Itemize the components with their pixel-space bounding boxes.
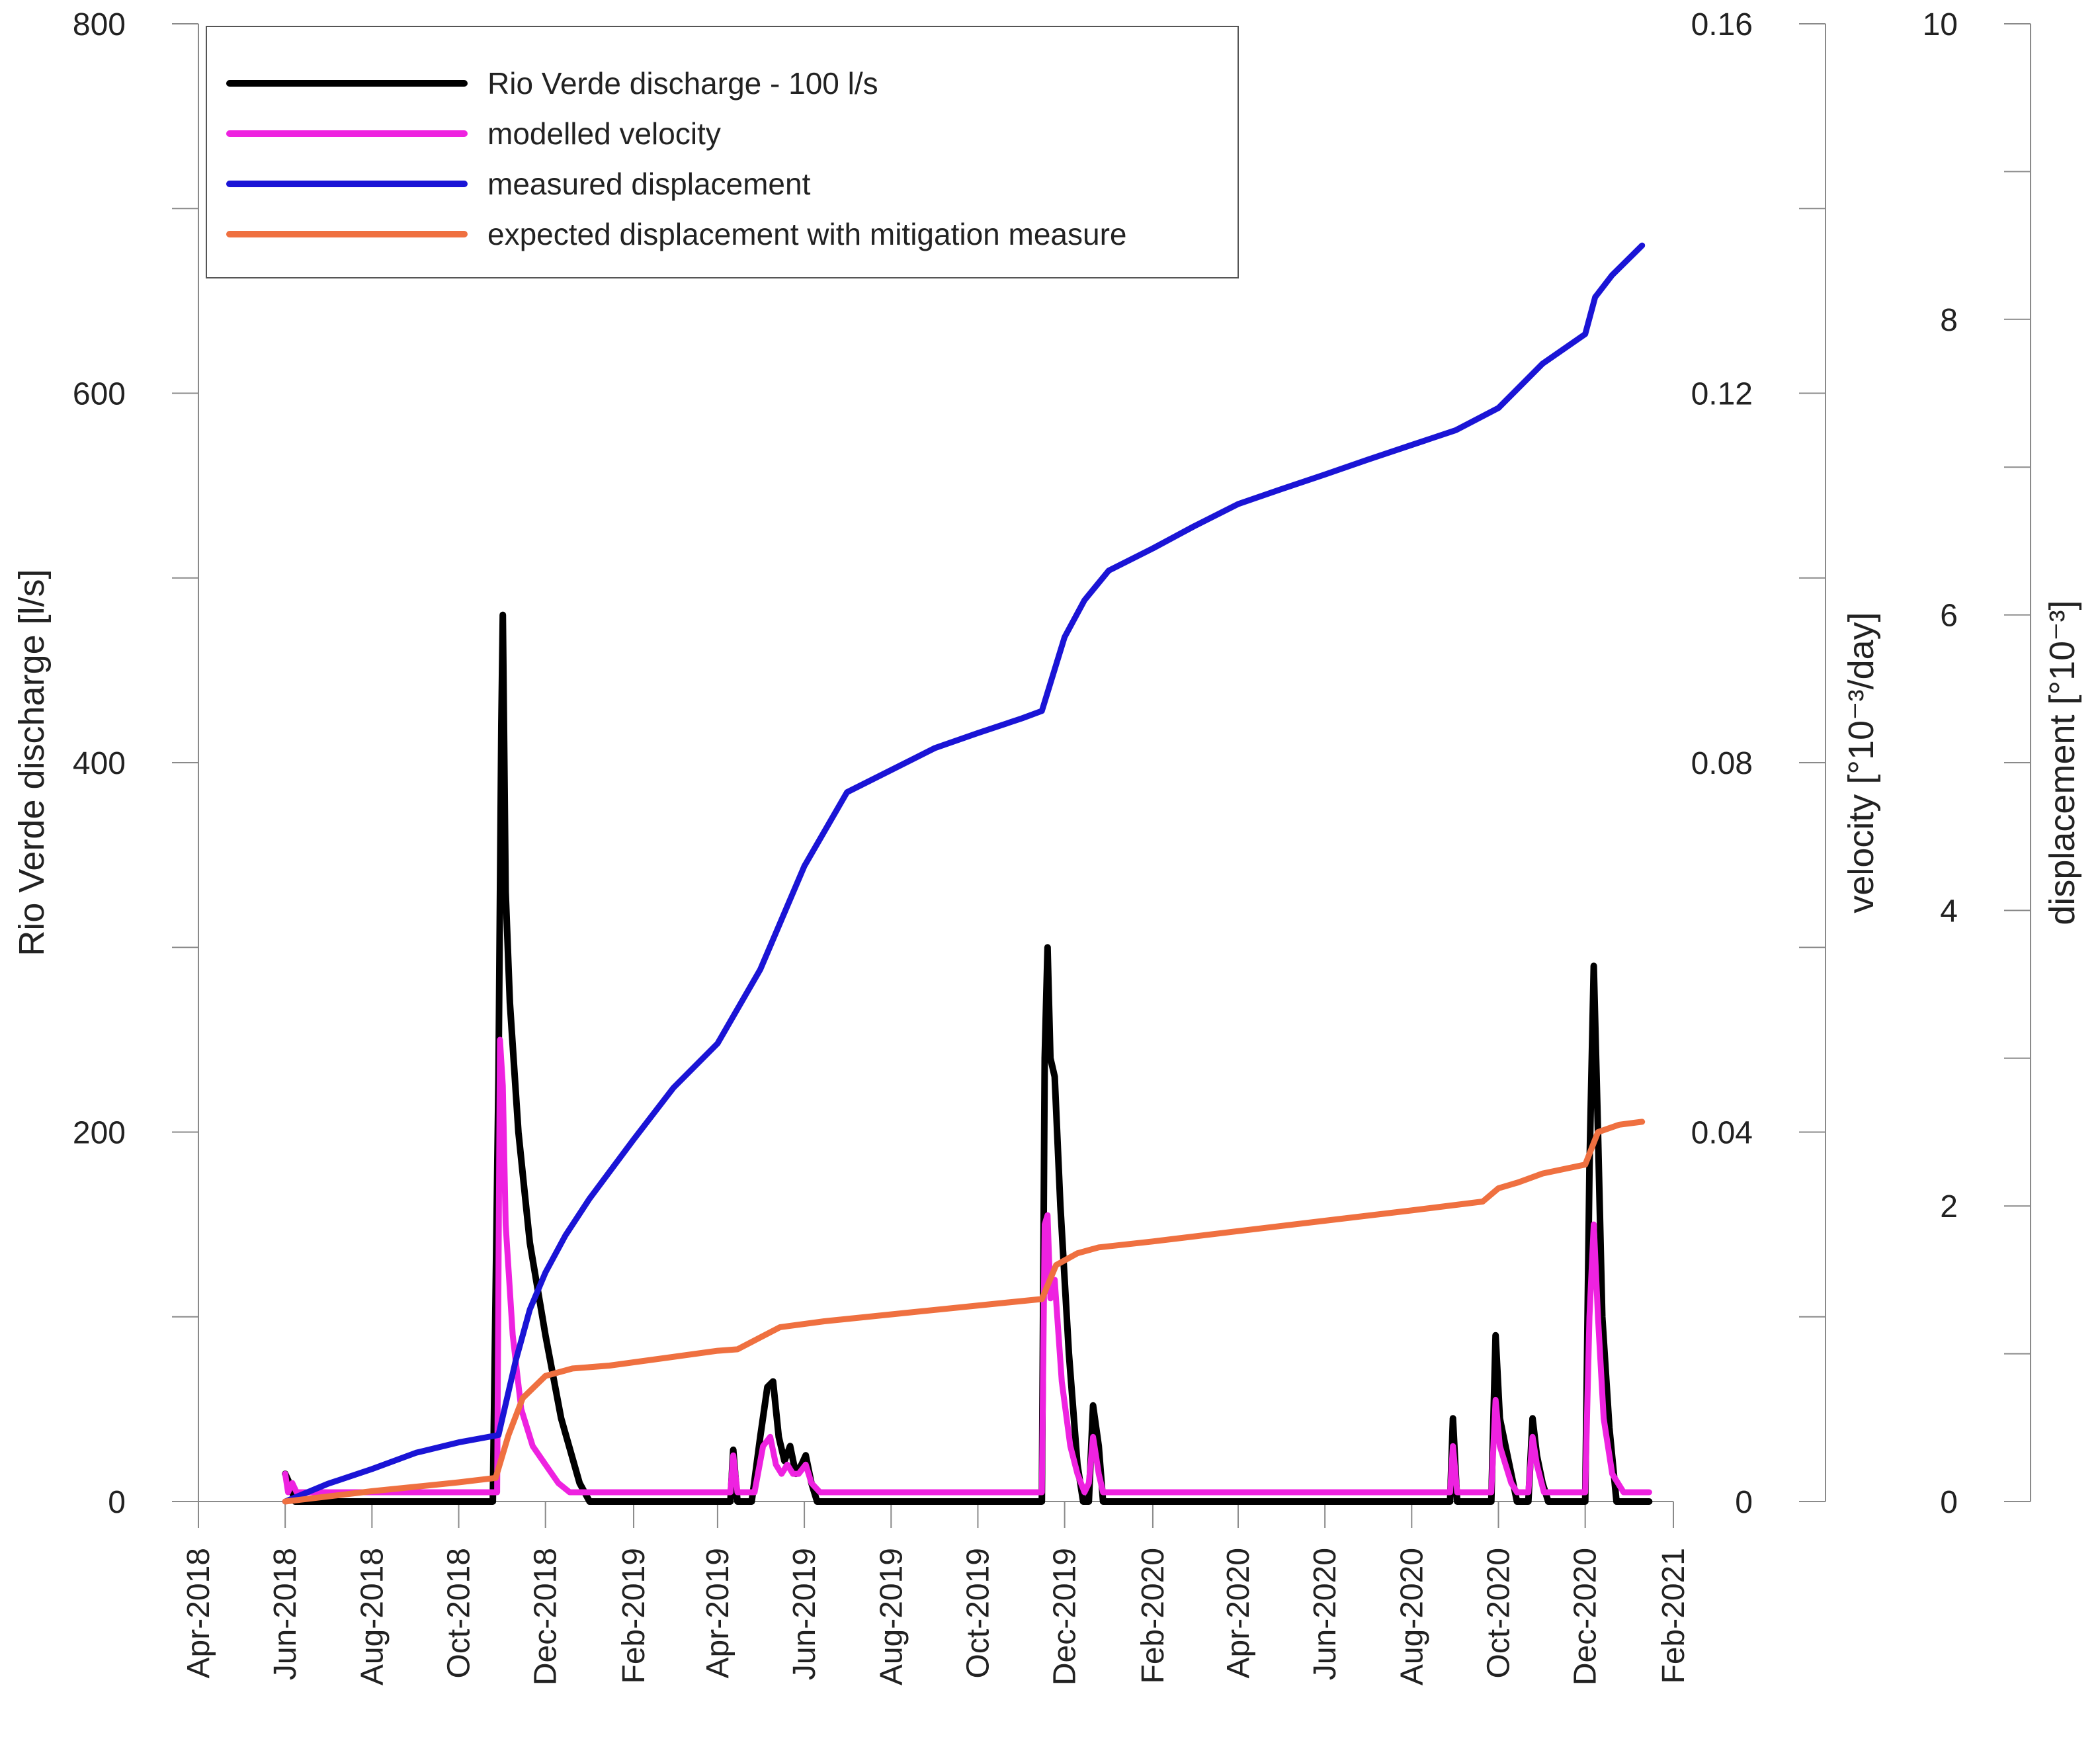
discharge-axis-title: Rio Verde discharge [l/s] [12,569,52,956]
discharge-tick-label: 400 [73,746,126,781]
displacement-tick-label: 4 [1940,894,1958,929]
x-tick-label: Dec-2019 [1048,1548,1083,1685]
x-tick-label: Aug-2018 [355,1548,390,1685]
series-line-1 [282,1037,1652,1496]
x-tick-label: Dec-2020 [1568,1548,1603,1685]
x-tick-label: Jun-2019 [787,1548,822,1680]
velocity-tick-label: 0.04 [1691,1116,1753,1151]
x-tick-label: Feb-2020 [1136,1548,1171,1683]
legend-label: Rio Verde discharge - 100 l/s [487,66,878,101]
velocity-tick-label: 0 [1735,1485,1753,1520]
x-tick-label: Apr-2020 [1221,1548,1256,1678]
discharge-tick-label: 800 [73,7,126,42]
x-tick-label: Jun-2018 [268,1548,303,1680]
series-line-0 [282,611,1653,1505]
x-tick-label: Jun-2020 [1308,1548,1343,1680]
series-layer [282,242,1653,1505]
x-tick-label: Feb-2019 [616,1548,651,1683]
x-tick-label: Dec-2018 [528,1548,564,1685]
discharge-tick-label: 200 [73,1116,126,1151]
x-tick-label: Aug-2019 [874,1548,909,1685]
series-line-3 [282,1119,1646,1505]
velocity-tick-label: 0.08 [1691,746,1753,781]
x-tick-label: Oct-2020 [1481,1548,1516,1678]
displacement-tick-label: 8 [1940,303,1958,338]
x-tick-label: Apr-2018 [181,1548,216,1678]
x-tick-label: Feb-2021 [1656,1548,1691,1683]
velocity-axis-title: velocity [°10⁻³/day] [1841,612,1881,913]
series-line-2 [282,242,1646,1505]
displacement-tick-label: 6 [1940,599,1958,634]
displacement-tick-label: 0 [1940,1485,1958,1520]
displacement-tick-label: 2 [1940,1189,1958,1224]
legend-label: modelled velocity [487,116,721,151]
x-tick-label: Apr-2019 [700,1548,735,1678]
legend: Rio Verde discharge - 100 l/s modelled ve… [206,26,1239,278]
x-tick-label: Oct-2019 [960,1548,995,1678]
legend-label: expected displacement with mitigation me… [487,217,1127,251]
displacement-axis-title: displacement [°10⁻³] [2042,600,2082,925]
velocity-tick-label: 0.12 [1691,377,1753,412]
discharge-tick-label: 600 [73,377,126,412]
legend-label: measured displacement [487,167,811,201]
x-tick-label: Oct-2018 [442,1548,477,1678]
velocity-tick-label: 0.16 [1691,7,1753,42]
discharge-tick-label: 0 [108,1485,126,1520]
displacement-tick-label: 10 [1923,7,1958,42]
x-tick-label: Aug-2020 [1394,1548,1429,1685]
axes-layer: Apr-2018 Jun-2018 Aug-2018 Oct-2018 Dec-2018… [12,7,2082,1685]
